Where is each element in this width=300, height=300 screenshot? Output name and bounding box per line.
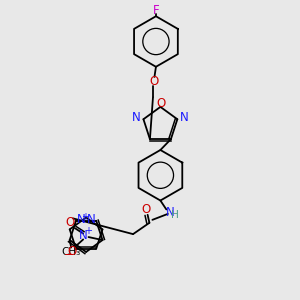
Text: O: O (150, 74, 159, 88)
Text: O: O (65, 216, 74, 229)
Text: N: N (77, 213, 86, 226)
Text: H: H (171, 210, 179, 220)
Text: −: − (63, 248, 73, 261)
Text: N: N (166, 206, 175, 219)
Text: F: F (153, 4, 159, 17)
Text: O: O (141, 203, 151, 216)
Text: CH₃: CH₃ (61, 247, 81, 257)
Text: +: + (84, 226, 92, 236)
Text: N: N (86, 213, 95, 226)
Text: O: O (157, 97, 166, 110)
Text: N: N (79, 229, 88, 242)
Text: N: N (180, 111, 189, 124)
Text: N: N (132, 111, 141, 124)
Text: O: O (68, 245, 77, 258)
Text: +: + (81, 212, 89, 222)
